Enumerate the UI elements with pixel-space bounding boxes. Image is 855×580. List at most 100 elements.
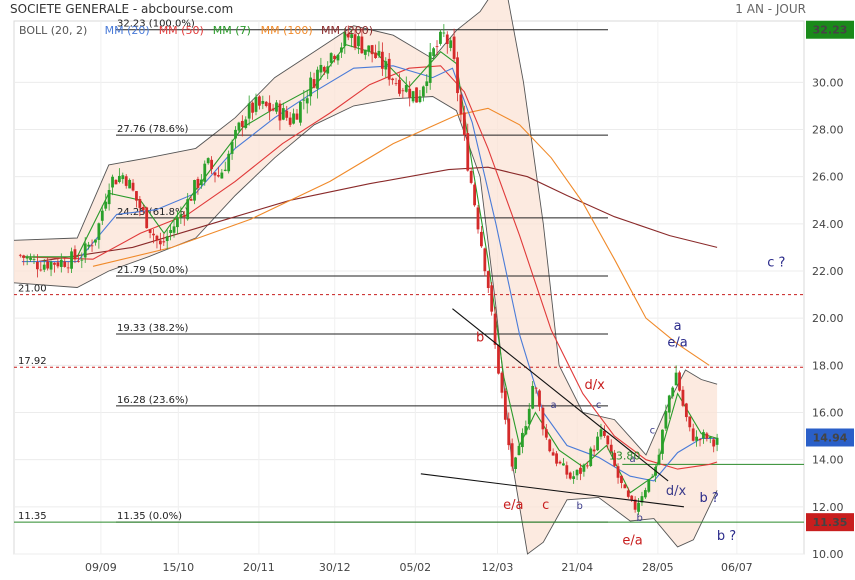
- wave-label: c ?: [767, 255, 785, 270]
- candle-body: [165, 236, 169, 242]
- x-tick-label: 30/12: [319, 561, 351, 574]
- bollinger-upper: [13, 0, 718, 456]
- price-tag-bg: [806, 20, 854, 39]
- candle-body: [223, 169, 227, 171]
- candle-body: [189, 198, 193, 201]
- candle-body: [46, 261, 50, 269]
- fib-label: 16.28 (23.6%): [117, 395, 188, 406]
- candle-body: [227, 153, 231, 172]
- candle-body: [193, 180, 196, 201]
- candle-body: [172, 226, 176, 233]
- wave-label: c: [542, 498, 549, 513]
- wave-label: a: [550, 400, 556, 411]
- candle-body: [534, 387, 538, 389]
- x-tick-label: 05/02: [399, 561, 431, 574]
- candle-body: [326, 66, 330, 74]
- wave-label: b ?: [717, 529, 736, 544]
- candle-body: [572, 476, 576, 479]
- candle-body: [145, 207, 149, 229]
- candle-body: [333, 55, 336, 60]
- x-tick-label: 21/04: [561, 561, 593, 574]
- candle-body: [305, 98, 309, 104]
- candle-body: [49, 261, 53, 270]
- candle-body: [73, 249, 77, 260]
- candle-body: [217, 175, 220, 177]
- legend-item: MM (50): [159, 24, 204, 37]
- candle-body: [684, 403, 688, 418]
- candle-body: [199, 179, 203, 186]
- y-tick-label: 18.00: [812, 359, 844, 372]
- candle-body: [158, 240, 162, 245]
- x-tick-label: 20/11: [243, 561, 275, 574]
- candle-body: [148, 229, 152, 233]
- ma100-line: [92, 107, 710, 366]
- candle-body: [234, 129, 237, 139]
- candle-body: [59, 259, 63, 267]
- candle-body: [240, 120, 244, 127]
- candle-body: [637, 502, 640, 512]
- candle-body: [237, 122, 241, 131]
- y-tick-label: 16.00: [812, 406, 844, 419]
- x-tick-label: 06/07: [721, 561, 753, 574]
- price-tag-label: 14.94: [813, 431, 848, 444]
- candle-body: [708, 436, 712, 439]
- candle-body: [391, 78, 395, 81]
- candle-body: [558, 461, 562, 464]
- candle-body: [162, 241, 166, 243]
- candle-body: [565, 465, 569, 475]
- legend-item: BOLL (20, 2): [19, 24, 87, 37]
- candle-body: [616, 466, 620, 478]
- candle-body: [83, 243, 87, 258]
- candle-body: [384, 61, 388, 70]
- wave-label: e/a: [667, 335, 687, 350]
- wave-label: e/a: [503, 498, 523, 513]
- candle-body: [667, 395, 671, 413]
- fib-label: 19.33 (38.2%): [117, 323, 188, 334]
- candle-body: [169, 229, 173, 234]
- candle-body: [517, 445, 521, 456]
- candle-body: [124, 176, 128, 186]
- y-tick-label: 30.00: [812, 76, 844, 89]
- candle-body: [568, 472, 572, 479]
- candle-body: [53, 262, 56, 265]
- trend-line: [452, 308, 669, 482]
- fib-label: 24.25 (61.8%): [117, 207, 188, 218]
- candle-body: [599, 429, 603, 437]
- wave-label: c: [596, 400, 602, 411]
- candle-body: [319, 64, 323, 73]
- candle-body: [121, 175, 125, 180]
- candle-body: [131, 182, 135, 191]
- candle-body: [268, 102, 272, 112]
- axis-labels: 10.00 12.00 14.00 16.00 18.00 20.00 22.00 24.00…: [85, 76, 843, 574]
- wave-label: c: [650, 426, 656, 437]
- candle-body: [213, 172, 217, 176]
- candle-body: [462, 112, 466, 136]
- candle-body: [544, 429, 548, 438]
- candle-body: [524, 426, 528, 435]
- wave-label: d/x: [584, 378, 605, 393]
- candle-body: [507, 418, 511, 446]
- ma50-line: [21, 65, 718, 470]
- candle-body: [39, 269, 43, 271]
- candle-body: [445, 34, 449, 45]
- candle-body: [100, 210, 104, 221]
- fibonacci-levels: 32.23 (100.0%) 27.76 (78.6%) 24.25 (61.8%)…: [116, 19, 608, 523]
- fib-label: 11.35 (0.0%): [117, 511, 182, 522]
- candle-body: [661, 429, 664, 454]
- candle-body: [640, 496, 644, 503]
- candle-body: [370, 45, 374, 55]
- fib-label: 32.23 (100.0%): [117, 19, 195, 30]
- fib-label: 27.76 (78.6%): [117, 124, 188, 135]
- y-tick-label: 14.00: [812, 454, 844, 467]
- candle-body: [435, 46, 439, 48]
- legend: BOLL (20, 2) MM (20) MM (50) MM (7) MM (100)…: [19, 24, 373, 37]
- wave-label: b: [476, 331, 484, 346]
- horizontal-levels: 21.00 17.92 11.35: [14, 284, 804, 523]
- candle-body: [480, 231, 483, 247]
- candle-body: [288, 117, 292, 125]
- y-tick-label: 10.00: [812, 548, 844, 561]
- wave-label: d/x: [666, 484, 687, 499]
- candle-body: [633, 499, 637, 510]
- level-label: 11.35: [18, 511, 47, 522]
